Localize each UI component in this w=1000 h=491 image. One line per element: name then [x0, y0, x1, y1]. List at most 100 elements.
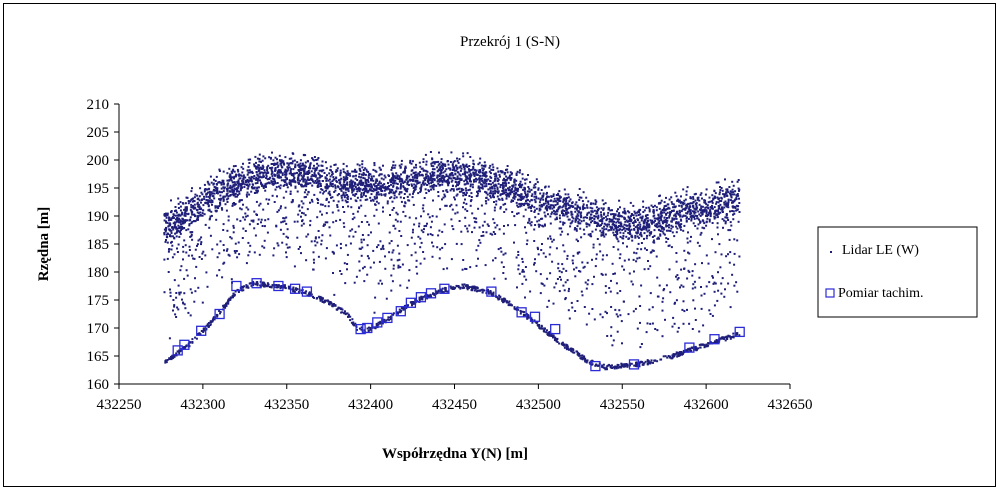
lidar-point [413, 223, 416, 226]
y-tick-label: 200 [87, 153, 110, 169]
lidar-point [724, 178, 726, 181]
lidar-point [633, 228, 636, 231]
lidar-point [404, 169, 407, 172]
lidar-point [372, 168, 375, 171]
lidar-point [420, 184, 423, 186]
lidar-point [169, 235, 172, 238]
lidar-point [237, 180, 240, 183]
lidar-point [502, 182, 504, 185]
lidar-point [659, 225, 662, 228]
lidar-point [533, 195, 536, 198]
lidar-point [209, 323, 212, 326]
lidar-point [255, 161, 257, 164]
lidar-point [542, 202, 545, 205]
lidar-point [189, 200, 192, 203]
lidar-point [191, 231, 194, 234]
lidar-point [439, 179, 442, 182]
lidar-point [202, 209, 205, 212]
lidar-point [349, 183, 351, 186]
lidar-point [392, 264, 395, 267]
lidar-point [597, 214, 600, 217]
lidar-point [561, 209, 564, 212]
lidar-point [611, 218, 614, 221]
lidar-point [639, 305, 642, 307]
lidar-point [405, 307, 408, 310]
lidar-point [733, 252, 736, 255]
lidar-point [672, 206, 675, 209]
lidar-point [648, 210, 651, 213]
lidar-point [216, 256, 219, 259]
lidar-point [631, 283, 634, 286]
lidar-point [458, 187, 461, 190]
lidar-point [657, 218, 660, 221]
lidar-point [679, 354, 681, 357]
lidar-point [245, 284, 248, 287]
lidar-point [696, 215, 699, 217]
lidar-point [168, 219, 171, 221]
lidar-point [398, 175, 401, 178]
lidar-point [415, 265, 418, 268]
lidar-point [700, 231, 703, 234]
lidar-point [399, 311, 402, 314]
lidar-point [334, 184, 337, 187]
lidar-point [249, 171, 252, 174]
lidar-point [473, 289, 476, 292]
lidar-point [370, 175, 373, 178]
lidar-point [389, 191, 392, 194]
lidar-point [381, 322, 384, 325]
lidar-point [475, 173, 478, 176]
lidar-point [190, 291, 193, 294]
lidar-point [705, 203, 708, 206]
lidar-point [719, 189, 722, 191]
lidar-point [234, 203, 237, 205]
lidar-point [537, 212, 540, 215]
lidar-point [628, 237, 631, 240]
lidar-point [618, 257, 621, 260]
lidar-point [556, 341, 559, 343]
lidar-point [364, 178, 367, 181]
lidar-point [240, 166, 243, 169]
lidar-point [393, 182, 396, 185]
lidar-point [375, 191, 378, 194]
lidar-point [711, 194, 714, 197]
lidar-point [643, 222, 646, 225]
lidar-point [438, 151, 440, 154]
lidar-point [479, 241, 482, 244]
lidar-point [564, 207, 567, 210]
lidar-point [572, 351, 575, 354]
lidar-point [255, 176, 258, 179]
lidar-point [645, 228, 648, 231]
lidar-point [555, 194, 558, 196]
lidar-point [650, 221, 653, 224]
lidar-point [361, 182, 364, 185]
lidar-point [587, 279, 590, 282]
lidar-point [274, 169, 277, 172]
lidar-point [167, 233, 170, 236]
lidar-point [452, 188, 455, 191]
lidar-point [534, 183, 537, 185]
lidar-point [302, 164, 304, 167]
lidar-point [503, 191, 506, 194]
lidar-point [184, 206, 187, 209]
lidar-point [570, 221, 573, 224]
lidar-point [331, 180, 334, 183]
lidar-point [574, 218, 577, 221]
lidar-point [412, 192, 414, 195]
lidar-point [429, 151, 432, 153]
lidar-point [276, 158, 278, 161]
lidar-point [239, 174, 242, 177]
lidar-point [625, 363, 628, 365]
lidar-point [725, 202, 728, 205]
lidar-point [663, 221, 666, 224]
lidar-point [626, 365, 629, 368]
lidar-point [471, 186, 474, 189]
lidar-point [637, 227, 640, 230]
lidar-point [706, 204, 709, 207]
lidar-point [482, 289, 485, 292]
lidar-point [652, 215, 655, 218]
lidar-point [438, 162, 441, 165]
lidar-point [366, 327, 369, 330]
lidar-point [464, 216, 467, 219]
lidar-point [625, 219, 628, 222]
lidar-point [721, 206, 724, 209]
